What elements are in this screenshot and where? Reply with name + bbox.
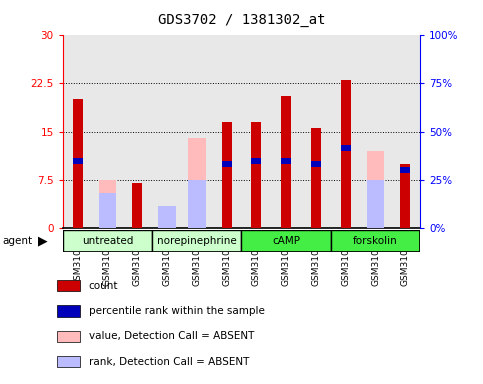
Bar (252, 158, 261, 164)
Bar (57, 280, 80, 291)
Bar (222, 122, 231, 228)
Text: untreated: untreated (82, 236, 133, 246)
Bar (63, 230, 152, 252)
Bar (132, 183, 142, 228)
Text: rank, Detection Call = ABSENT: rank, Detection Call = ABSENT (89, 357, 249, 367)
Text: agent: agent (2, 236, 32, 246)
Bar (57, 356, 80, 367)
Text: ▶: ▶ (38, 235, 47, 248)
Bar (99, 180, 116, 228)
Bar (188, 180, 206, 228)
Bar (73, 158, 83, 164)
Bar (242, 230, 331, 252)
Text: norepinephrine: norepinephrine (157, 236, 237, 246)
Bar (99, 193, 116, 228)
Bar (73, 99, 83, 228)
Bar (188, 138, 206, 228)
Text: forskolin: forskolin (353, 236, 398, 246)
Bar (311, 161, 321, 167)
Bar (341, 80, 351, 228)
Bar (158, 206, 176, 228)
Bar (281, 96, 291, 228)
Bar (311, 128, 321, 228)
Bar (341, 145, 351, 151)
Text: value, Detection Call = ABSENT: value, Detection Call = ABSENT (89, 331, 254, 341)
Bar (57, 305, 80, 317)
Bar (367, 151, 384, 228)
Bar (281, 158, 291, 164)
Text: percentile rank within the sample: percentile rank within the sample (89, 306, 265, 316)
Text: cAMP: cAMP (272, 236, 300, 246)
Bar (57, 331, 80, 342)
Bar (331, 230, 420, 252)
Bar (152, 230, 242, 252)
Bar (367, 180, 384, 228)
Bar (252, 122, 261, 228)
Bar (400, 167, 410, 173)
Bar (222, 161, 231, 167)
Text: GDS3702 / 1381302_at: GDS3702 / 1381302_at (158, 13, 325, 27)
Bar (400, 164, 410, 228)
Text: count: count (89, 281, 118, 291)
Bar (158, 215, 176, 228)
